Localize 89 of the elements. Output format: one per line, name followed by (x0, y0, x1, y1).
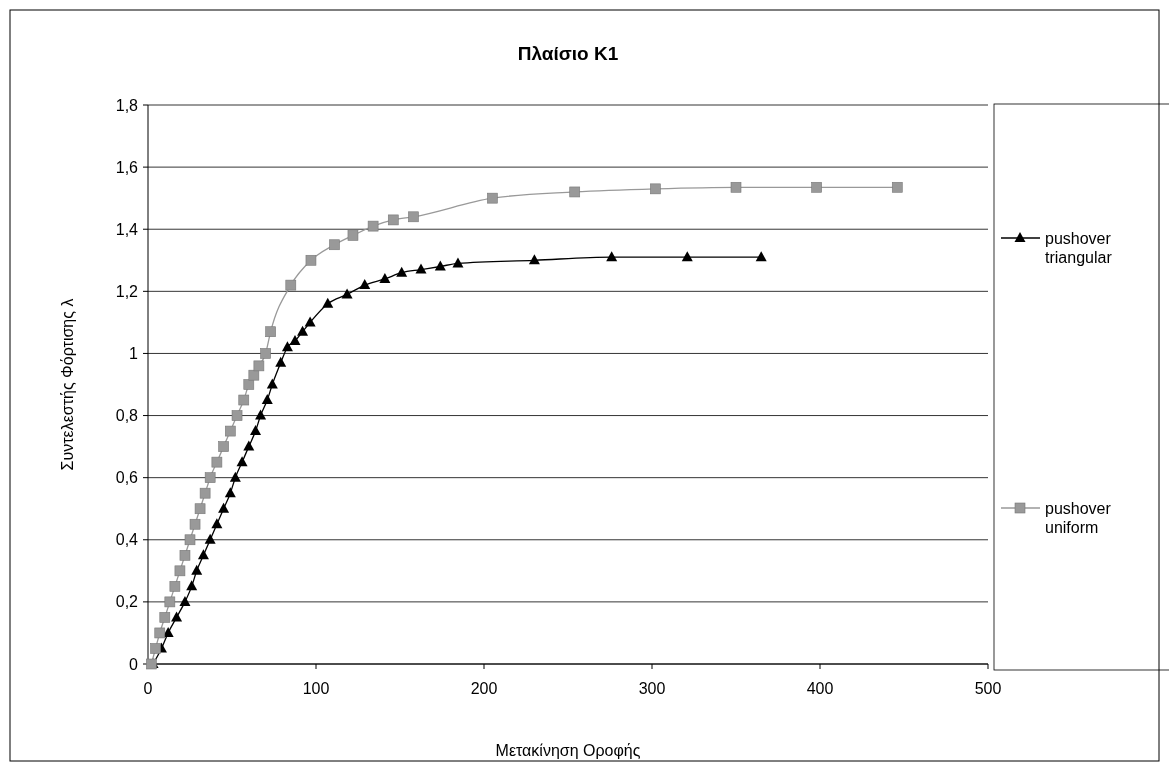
point (569, 186, 581, 198)
y-tick-label: 0,8 (115, 407, 139, 425)
point (408, 211, 419, 223)
point (396, 266, 408, 277)
point (487, 192, 498, 204)
legend-label: pushover uniform (1045, 499, 1112, 536)
point (179, 595, 191, 606)
point (243, 379, 255, 390)
point (261, 394, 273, 405)
point (211, 518, 223, 529)
point (218, 441, 229, 452)
point (159, 612, 171, 623)
point (194, 503, 206, 515)
legend-label: pushover triangular (1045, 229, 1113, 266)
point (225, 425, 236, 437)
point (231, 410, 243, 421)
point (164, 596, 176, 608)
point (528, 254, 540, 265)
point (204, 533, 216, 544)
x-tick-label: 500 (974, 680, 1002, 697)
point (255, 409, 267, 420)
point (229, 471, 241, 482)
y-tick-label: 1,2 (115, 282, 139, 300)
point (681, 251, 693, 262)
point (347, 230, 359, 241)
y-tick-label: 1 (129, 345, 139, 363)
x-tick-label: 0 (143, 680, 153, 697)
x-tick-label: 400 (806, 680, 834, 697)
y-tick-label: 0,6 (115, 469, 139, 487)
point (379, 272, 391, 283)
y-tick-label: 1,6 (115, 158, 139, 176)
x-axis-title: Μετακίνηση Οροφής (495, 742, 641, 759)
point (285, 279, 297, 291)
point (281, 341, 293, 352)
point (243, 440, 255, 451)
point (236, 456, 248, 467)
point (253, 360, 265, 372)
y-axis-title: Συντελεστής Φόρτισης λ (59, 298, 76, 471)
point (650, 183, 661, 195)
point (171, 611, 183, 622)
y-tick-label: 0 (129, 655, 139, 673)
y-tick-label: 0,4 (115, 531, 139, 549)
point (275, 356, 287, 367)
point (204, 472, 216, 483)
point (266, 378, 278, 389)
y-tick-label: 1,4 (115, 220, 139, 238)
point (341, 288, 353, 299)
point (189, 518, 201, 530)
point (265, 326, 276, 338)
point (297, 325, 309, 336)
point (224, 487, 236, 498)
point (289, 335, 301, 346)
point (197, 549, 209, 560)
point (238, 394, 250, 406)
point (169, 581, 181, 592)
point (606, 251, 618, 262)
point (415, 263, 427, 274)
x-tick-label: 100 (302, 680, 330, 697)
y-tick-label: 1,8 (115, 96, 139, 114)
point (367, 220, 379, 232)
point (174, 565, 186, 577)
point (359, 279, 371, 290)
point (329, 239, 340, 251)
point (199, 487, 211, 499)
point (260, 348, 271, 359)
point (248, 369, 260, 381)
point (150, 643, 161, 654)
x-tick-label: 200 (470, 680, 498, 697)
point (218, 502, 230, 513)
point (211, 456, 223, 468)
point (191, 564, 203, 575)
point (730, 182, 742, 193)
x-tick-label: 300 (638, 680, 666, 697)
y-tick-label: 0,2 (115, 593, 139, 611)
point (304, 316, 316, 327)
chart-title: Πλαίσιο Κ1 (517, 43, 619, 64)
point (755, 251, 767, 262)
point (322, 297, 334, 308)
point (452, 257, 464, 268)
point (154, 627, 166, 639)
point (250, 425, 262, 436)
point (434, 260, 446, 271)
point (186, 580, 198, 591)
point (179, 550, 191, 561)
point (891, 182, 903, 193)
point (305, 254, 317, 266)
point (811, 182, 822, 193)
point (387, 214, 399, 226)
point (184, 534, 196, 546)
